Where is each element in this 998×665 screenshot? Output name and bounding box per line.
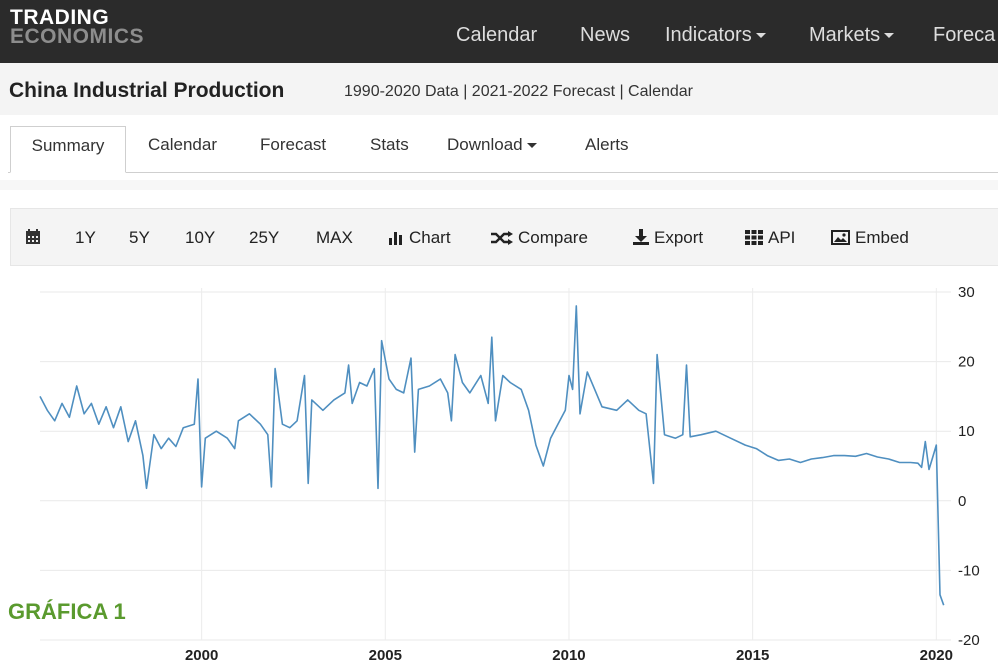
tab-download[interactable]: Download: [447, 135, 537, 155]
tab-summary[interactable]: Summary: [10, 126, 126, 173]
tabs-bar: Summary Calendar Forecast Stats Download…: [0, 115, 998, 180]
series-layer: [39, 305, 945, 606]
x-tick-labels: 2000 2005 2010 2015 2020: [185, 647, 953, 664]
page-subtitle: 1990-2020 Data | 2021-2022 Forecast | Ca…: [344, 83, 693, 100]
embed-button[interactable]: Embed: [831, 228, 909, 250]
tab-alerts[interactable]: Alerts: [585, 135, 629, 154]
grid-lines: [40, 288, 951, 641]
range-5y-button[interactable]: 5Y: [129, 228, 150, 247]
title-row: China Industrial Production 1990-2020 Da…: [0, 63, 998, 115]
x-tick-label: 2010: [552, 647, 585, 664]
tab-calendar[interactable]: Calendar: [148, 135, 217, 154]
page-title: China Industrial Production: [9, 79, 285, 102]
tab-download-label: Download: [447, 135, 523, 154]
y-tick-label: 20: [958, 354, 975, 371]
export-button-label: Export: [654, 228, 704, 247]
trading-economics-logo[interactable]: TRADING ECONOMICS: [10, 6, 145, 48]
nav-calendar[interactable]: Calendar: [456, 24, 537, 47]
range-1y-button[interactable]: 1Y: [75, 228, 96, 247]
bar-chart-icon: [389, 230, 404, 250]
nav-news-label: News: [580, 24, 631, 46]
caret-down-icon: [884, 33, 895, 39]
y-tick-label: 30: [958, 284, 975, 301]
y-tick-label: 0: [958, 493, 966, 510]
range-25y-button[interactable]: 25Y: [249, 228, 280, 247]
y-tick-labels: 30 20 10 0 -10 -20: [958, 284, 980, 649]
chart-toolbar: 1Y 5Y 10Y 25Y MAX Chart Compare Export A…: [10, 208, 998, 266]
shuffle-icon: [491, 230, 513, 250]
x-tick-label: 2020: [920, 647, 953, 664]
chart-button[interactable]: Chart: [389, 228, 451, 250]
compare-button[interactable]: Compare: [491, 228, 588, 250]
calendar-icon[interactable]: [25, 229, 41, 250]
api-button[interactable]: API: [745, 228, 795, 250]
caret-down-icon: [526, 143, 537, 149]
nav-calendar-label: Calendar: [456, 24, 538, 46]
y-tick-label: 10: [958, 423, 975, 440]
y-tick-label: -10: [958, 562, 980, 579]
export-button[interactable]: Export: [633, 228, 703, 250]
tabs-divider: [8, 172, 998, 173]
chart-area: 30 20 10 0 -10 -20 2000 2005 2010 2015 2020: [0, 266, 998, 665]
nav-markets[interactable]: Markets: [809, 24, 895, 47]
image-icon: [831, 230, 850, 250]
api-button-label: API: [768, 228, 796, 247]
x-tick-label: 2000: [185, 647, 218, 664]
nav-news[interactable]: News: [580, 24, 630, 47]
grid-icon: [745, 230, 763, 250]
nav-indicators[interactable]: Indicators: [665, 24, 766, 47]
range-10y-button[interactable]: 10Y: [185, 228, 216, 247]
top-navbar: TRADING ECONOMICS Calendar News Indicato…: [0, 0, 998, 63]
compare-button-label: Compare: [518, 228, 588, 247]
chart-button-label: Chart: [409, 228, 451, 247]
logo-line-2: ECONOMICS: [10, 25, 145, 48]
x-tick-label: 2015: [736, 647, 769, 664]
nav-indicators-label: Indicators: [665, 24, 752, 46]
figure-caption: GRÁFICA 1: [8, 599, 126, 624]
x-tick-label: 2005: [369, 647, 402, 664]
embed-button-label: Embed: [855, 228, 909, 247]
nav-forecast-label: Foreca: [933, 24, 996, 46]
tab-forecast[interactable]: Forecast: [260, 135, 327, 154]
caret-down-icon: [755, 33, 766, 39]
series-line: [39, 305, 945, 606]
tab-stats[interactable]: Stats: [370, 135, 409, 154]
nav-forecast[interactable]: Foreca: [933, 24, 995, 47]
logo-line-1: TRADING: [10, 6, 110, 29]
nav-markets-label: Markets: [809, 24, 881, 46]
download-icon: [633, 229, 649, 250]
range-max-button[interactable]: MAX: [316, 228, 353, 247]
section-gap: [0, 180, 998, 190]
y-tick-label: -20: [958, 632, 980, 649]
